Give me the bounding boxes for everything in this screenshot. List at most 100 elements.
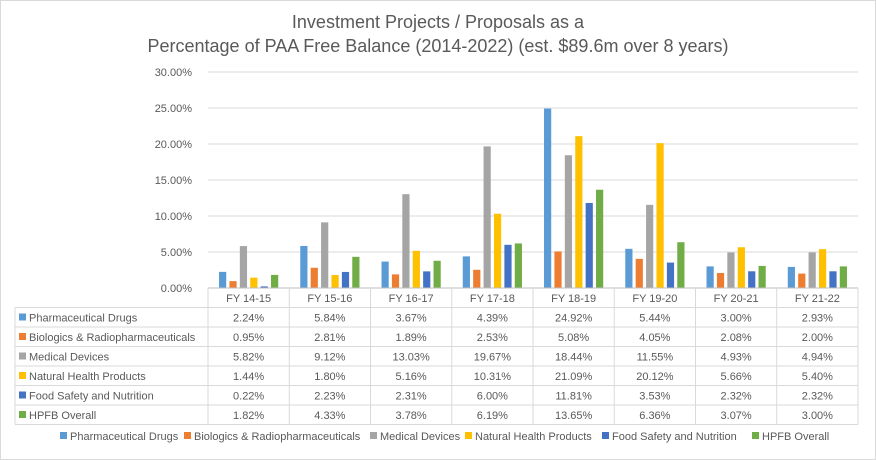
legend-swatch (465, 432, 472, 439)
table-legend-swatch (19, 352, 26, 360)
bar-food-safety-and-nutrition (748, 271, 756, 288)
data-label: 1.44% (233, 371, 264, 383)
x-tick-label: FY 15-16 (307, 293, 352, 305)
data-label: 2.93% (802, 313, 833, 325)
bar-biologics-radiopharmaceuticals (310, 267, 318, 288)
data-label: 24.92% (555, 313, 593, 325)
bar-hpfb-overall (271, 274, 279, 288)
bar-hpfb-overall (352, 256, 360, 288)
data-label: 2.53% (477, 332, 508, 344)
table-legend-swatch (19, 411, 26, 418)
bar-medical-devices (727, 252, 735, 288)
data-label: 5.40% (802, 371, 833, 383)
legend-item: Food Safety and Nutrition (612, 431, 737, 443)
bar-hpfb-overall (758, 265, 766, 288)
y-tick-label: 30.00% (155, 67, 193, 79)
chart-title-line2: Percentage of PAA Free Balance (2014-202… (147, 36, 729, 56)
table-legend-swatch (19, 333, 26, 340)
table-legend-swatch (19, 391, 26, 399)
bar-medical-devices (646, 204, 654, 288)
bar-medical-devices (321, 222, 329, 288)
bar-natural-health-products (575, 136, 583, 288)
data-label: 4.94% (802, 352, 833, 364)
table-series-label: HPFB Overall (29, 410, 96, 422)
bar-biologics-radiopharmaceuticals (473, 269, 481, 288)
data-label: 2.24% (233, 313, 264, 325)
data-label: 6.36% (639, 410, 670, 422)
bar-pharmaceutical-drugs (706, 266, 714, 288)
table-series-label: Biologics & Radiopharmaceuticals (29, 332, 196, 344)
legend-swatch (752, 432, 759, 439)
bar-natural-health-products (331, 275, 339, 288)
data-label: 5.84% (314, 313, 345, 325)
data-label: 13.65% (555, 410, 593, 422)
bar-natural-health-products (656, 143, 664, 288)
y-tick-label: 25.00% (155, 103, 193, 115)
bar-biologics-radiopharmaceuticals (391, 274, 400, 288)
table-legend-swatch (19, 372, 26, 379)
bar-natural-health-products (818, 249, 827, 288)
bar-food-safety-and-nutrition (423, 271, 431, 288)
bar-natural-health-products (250, 277, 258, 288)
data-label: 4.33% (314, 410, 345, 422)
chart-title-line1: Investment Projects / Proposals as a (291, 12, 585, 32)
bar-natural-health-products (493, 213, 502, 288)
legend-item: HPFB Overall (762, 431, 829, 443)
data-label: 0.95% (233, 332, 264, 344)
data-label: 3.07% (721, 410, 752, 422)
bar-biologics-radiopharmaceuticals (554, 251, 562, 288)
bar-food-safety-and-nutrition (341, 271, 350, 288)
data-label: 2.31% (396, 391, 427, 403)
data-label: 2.32% (721, 391, 752, 403)
data-label: 1.80% (314, 371, 345, 383)
bar-medical-devices (239, 246, 248, 288)
y-tick-label: 20.00% (155, 139, 193, 151)
data-label: 4.93% (721, 352, 752, 364)
bar-food-safety-and-nutrition (585, 202, 593, 288)
data-label: 3.53% (639, 391, 670, 403)
table-series-label: Medical Devices (29, 352, 110, 364)
bar-food-safety-and-nutrition (829, 271, 837, 288)
data-label: 1.82% (233, 410, 264, 422)
bar-pharmaceutical-drugs (544, 108, 552, 288)
legend-swatch (184, 432, 191, 439)
table-series-label: Food Safety and Nutrition (29, 391, 154, 403)
bar-medical-devices (402, 194, 410, 288)
data-label: 1.89% (396, 332, 427, 344)
data-label: 2.23% (314, 391, 345, 403)
data-label: 3.00% (721, 313, 752, 325)
data-label: 13.03% (392, 352, 430, 364)
x-tick-label: FY 17-18 (470, 293, 515, 305)
y-tick-label: 15.00% (155, 175, 193, 187)
data-label: 4.05% (639, 332, 670, 344)
data-label: 2.00% (802, 332, 833, 344)
x-tick-label: FY 14-15 (226, 293, 271, 305)
bar-medical-devices (483, 146, 491, 288)
y-tick-label: 10.00% (155, 211, 193, 223)
bar-natural-health-products (737, 247, 745, 288)
data-label: 2.32% (802, 391, 833, 403)
data-label: 4.39% (477, 313, 508, 325)
bar-pharmaceutical-drugs (381, 261, 389, 288)
bar-medical-devices (564, 155, 573, 288)
data-label: 21.09% (555, 371, 593, 383)
data-label: 18.44% (555, 352, 593, 364)
legend-item: Natural Health Products (475, 431, 592, 443)
data-label: 3.67% (396, 313, 427, 325)
data-label: 3.00% (802, 410, 833, 422)
bar-biologics-radiopharmaceuticals (716, 273, 725, 288)
data-label: 9.12% (314, 352, 345, 364)
bar-hpfb-overall (839, 266, 847, 288)
data-label: 2.81% (314, 332, 345, 344)
bar-pharmaceutical-drugs (462, 256, 470, 288)
legend-swatch (602, 432, 609, 439)
bar-food-safety-and-nutrition (504, 244, 512, 288)
legend-item: Pharmaceutical Drugs (70, 431, 179, 443)
data-label: 6.19% (477, 410, 508, 422)
bar-pharmaceutical-drugs (787, 266, 795, 288)
data-label: 11.55% (637, 352, 674, 364)
bar-medical-devices (808, 252, 816, 288)
y-tick-label: 5.00% (161, 247, 192, 259)
x-tick-label: FY 18-19 (551, 293, 596, 305)
